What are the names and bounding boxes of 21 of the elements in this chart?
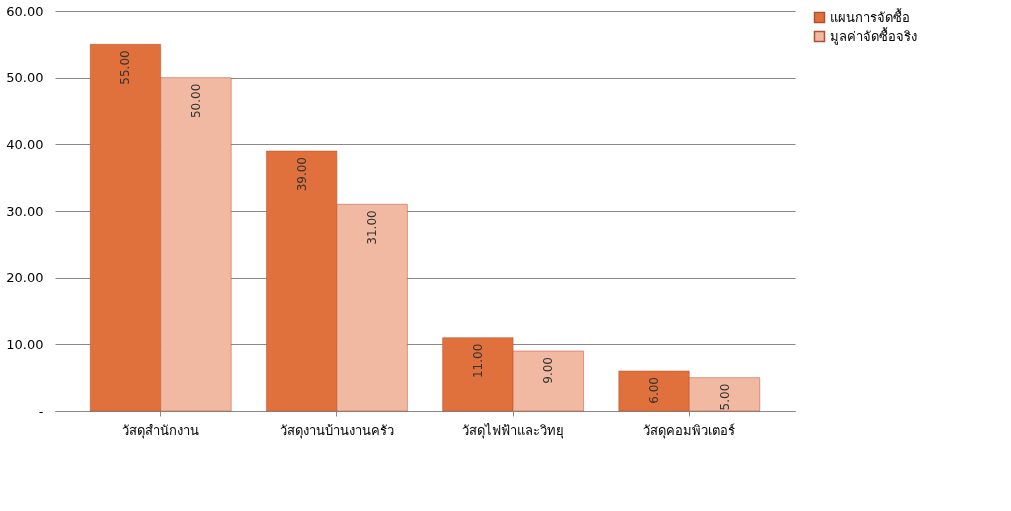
legend-label: แผนการจัดซื้อ bbox=[830, 7, 910, 25]
x-tick-label: วัสดุงานบ้านงานครัว bbox=[279, 422, 394, 439]
data-label: 50.00 bbox=[188, 83, 203, 119]
y-tick-label: 60.00 bbox=[6, 3, 44, 19]
y-tick-label: 40.00 bbox=[6, 136, 44, 152]
data-label: 6.00 bbox=[647, 377, 662, 404]
legend-label: มูลค่าจัดซื้อจริง bbox=[830, 26, 917, 45]
data-label: 9.00 bbox=[541, 357, 556, 384]
data-label: 39.00 bbox=[294, 157, 309, 192]
data-label: 55.00 bbox=[118, 50, 133, 85]
x-tick-label: วัสดุไฟฟ้าและวิทยุ bbox=[462, 422, 565, 439]
data-label: 31.00 bbox=[365, 210, 380, 245]
data-label: 5.00 bbox=[717, 383, 732, 411]
y-tick-label: - bbox=[38, 403, 44, 419]
y-tick-label: 50.00 bbox=[6, 70, 44, 86]
y-tick-label: 20.00 bbox=[6, 270, 44, 286]
x-tick-label: วัสดุสำนักงาน bbox=[122, 422, 200, 439]
y-tick-label: 30.00 bbox=[6, 203, 44, 219]
data-label: 11.00 bbox=[470, 343, 485, 379]
y-tick-label: 10.00 bbox=[6, 336, 44, 352]
x-tick-label: วัสดุคอมพิวเตอร์ bbox=[643, 422, 736, 439]
